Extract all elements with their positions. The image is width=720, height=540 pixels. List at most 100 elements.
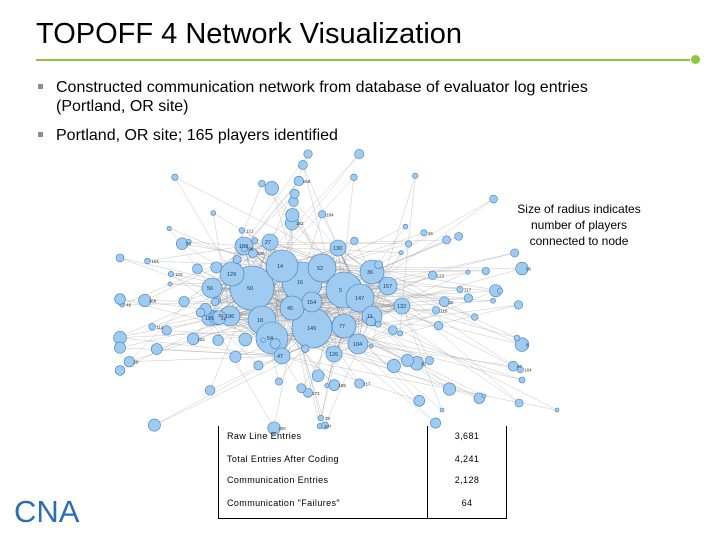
network-edge xyxy=(387,271,468,287)
network-node xyxy=(285,208,300,223)
stats-value: 64 xyxy=(461,498,473,508)
network-node xyxy=(240,245,248,253)
network-node xyxy=(238,227,245,234)
network-edge xyxy=(119,337,283,357)
network-edge xyxy=(281,355,558,411)
network-node xyxy=(212,334,224,346)
network-edge xyxy=(243,193,295,247)
network-node xyxy=(374,260,383,270)
network-node xyxy=(195,307,206,318)
network-node xyxy=(275,377,283,386)
network-node xyxy=(148,323,156,331)
network-node xyxy=(115,253,125,263)
network-node xyxy=(289,188,300,199)
network-edge xyxy=(321,267,486,272)
cna-logo: CNA xyxy=(14,494,80,528)
cna-logo-text: CNA xyxy=(14,494,80,528)
network-node-label: 5 xyxy=(339,288,342,294)
network-node xyxy=(428,270,438,280)
network-node xyxy=(303,149,313,159)
network-node xyxy=(144,257,151,265)
network-node-label: 83 xyxy=(219,313,225,318)
network-edge xyxy=(213,212,231,317)
network-caption: Size of radius indicates number of playe… xyxy=(498,201,660,249)
network-node-label: 90 xyxy=(526,267,532,272)
network-node xyxy=(187,332,200,346)
network-node-label: 105 xyxy=(205,316,214,322)
network-node-label: 25 xyxy=(421,361,427,366)
network-node xyxy=(454,232,463,241)
network-edge xyxy=(371,239,447,273)
network-node xyxy=(248,248,258,258)
network-node-label: 26 xyxy=(428,231,434,236)
network-node xyxy=(412,172,419,179)
network-node xyxy=(210,261,223,274)
network-edge xyxy=(293,201,339,249)
network-node xyxy=(514,398,524,408)
network-node xyxy=(456,285,464,293)
network-node-label: 117 xyxy=(464,287,472,292)
network-edge xyxy=(174,177,233,275)
network-node xyxy=(114,293,126,305)
network-node-label: 47 xyxy=(277,354,283,360)
network-node-label: 45 xyxy=(287,306,293,312)
network-edge xyxy=(357,343,514,367)
network-node xyxy=(267,421,281,435)
stats-label: Communication "Failures" xyxy=(227,498,341,508)
network-node-label: 77 xyxy=(339,324,345,330)
network-node xyxy=(516,366,524,374)
network-node xyxy=(261,233,279,251)
network-node xyxy=(518,376,526,384)
stats-label: Communication Entries xyxy=(227,475,329,485)
network-node xyxy=(378,276,398,296)
network-edge xyxy=(321,226,406,269)
network-node xyxy=(298,160,308,170)
network-node xyxy=(388,325,398,335)
network-node-label: 173 xyxy=(312,391,320,396)
title-underline xyxy=(36,59,690,61)
network-node xyxy=(311,369,325,382)
network-node-label: 30 xyxy=(448,300,454,305)
bullet-item: Constructed communication network from d… xyxy=(38,78,688,116)
network-node-label: 123 xyxy=(437,273,445,278)
network-node xyxy=(329,239,347,257)
network-node-label: 161 xyxy=(151,259,159,264)
network-node-label: 102 xyxy=(197,337,205,342)
network-node-label: 153 xyxy=(239,244,248,250)
network-node xyxy=(510,248,519,258)
network-node-label: 41 xyxy=(220,316,226,321)
network-node-label: 16 xyxy=(297,280,303,286)
network-edge xyxy=(301,297,361,389)
network-node xyxy=(264,181,279,196)
stats-value: 2,128 xyxy=(454,475,480,485)
network-node xyxy=(201,277,223,299)
network-node xyxy=(303,387,313,398)
network-node xyxy=(430,417,441,429)
network-node-label: 126 xyxy=(329,352,338,358)
network-node xyxy=(238,332,252,347)
network-node-label: 50 xyxy=(247,286,253,292)
network-edge xyxy=(119,347,283,357)
network-node xyxy=(331,313,357,339)
network-edge xyxy=(401,305,430,361)
network-node xyxy=(317,414,324,422)
network-node-label: 103 xyxy=(175,272,183,277)
network-node-label: 107 xyxy=(324,424,332,429)
network-node-label: 46 xyxy=(126,303,132,308)
network-node xyxy=(325,345,343,363)
network-node xyxy=(211,297,220,306)
network-edge xyxy=(319,353,335,427)
network-node-label: 104 xyxy=(353,342,362,348)
network-node xyxy=(255,321,289,355)
network-node-label: 8 xyxy=(526,343,529,348)
network-edge xyxy=(359,232,424,299)
slide-title: TOPOFF 4 Network Visualization xyxy=(36,18,463,50)
network-visualization: 50 16 14 52 129 5 36 147 18 149 54 196 77 45 11 56 153 27… xyxy=(113,149,560,435)
network-node-label: 97 xyxy=(517,364,523,369)
network-node xyxy=(253,360,264,371)
stats-row: Total Entries After Coding 4,241 xyxy=(219,449,506,470)
network-edge xyxy=(337,247,475,318)
network-node-label: 132 xyxy=(397,304,406,310)
network-node-label: 157 xyxy=(383,284,392,290)
network-node-label: 54 xyxy=(267,336,273,342)
